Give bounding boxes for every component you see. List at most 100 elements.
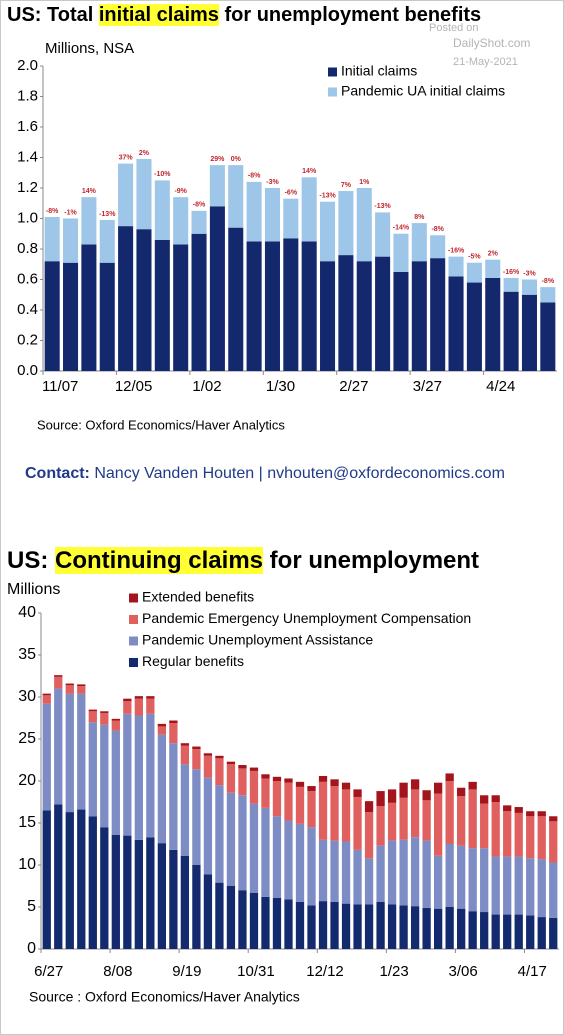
bar-segment <box>514 807 523 813</box>
bar-segment <box>387 789 397 803</box>
bar-segment <box>341 841 351 904</box>
change-label: 2% <box>139 150 150 157</box>
bar-segment <box>284 778 293 783</box>
bar-segment <box>356 261 372 371</box>
y-tick-label: 15 <box>18 814 36 831</box>
bar-segment <box>65 693 74 813</box>
bar-segment <box>42 810 51 949</box>
bar-segment <box>203 755 213 778</box>
bar-segment <box>209 206 225 371</box>
y-tick-label: 0 <box>27 940 36 957</box>
bar-segment <box>65 685 74 694</box>
bar-segment <box>376 845 385 902</box>
bar-segment <box>261 778 270 808</box>
bar-segment <box>54 676 63 689</box>
bar-segment <box>526 816 535 859</box>
bar-segment <box>393 233 409 272</box>
bar-segment <box>192 769 201 865</box>
bar-segment <box>491 802 500 857</box>
bar-segment <box>433 855 443 909</box>
bar-segment <box>526 915 535 949</box>
change-label: -8% <box>46 208 59 215</box>
change-label: -16% <box>448 247 465 254</box>
bar-segment <box>491 856 500 915</box>
bar-segment <box>364 858 374 905</box>
bar-segment <box>422 800 431 841</box>
bar-segment <box>387 904 397 949</box>
bar-segment <box>249 770 259 804</box>
bar-segment <box>81 197 97 245</box>
x-tick-label: 10/31 <box>237 963 275 980</box>
legend-swatch <box>328 67 337 77</box>
bar-segment <box>491 795 500 802</box>
bar-segment <box>226 792 236 886</box>
bar-segment <box>376 791 385 807</box>
bar-segment <box>238 765 247 769</box>
watermark: Posted on <box>429 22 479 34</box>
change-label: -16% <box>503 269 520 276</box>
legend-label: Extended benefits <box>142 589 254 605</box>
bar-segment <box>338 191 354 256</box>
bar-segment <box>466 282 482 371</box>
bar-segment <box>246 181 262 242</box>
change-label: 8% <box>414 214 425 221</box>
bar-segment <box>549 917 558 949</box>
bar-segment <box>375 212 391 257</box>
bar-segment <box>353 796 362 850</box>
bar-segment <box>338 255 354 371</box>
x-tick-label: 12/05 <box>115 378 153 395</box>
bar-segment <box>180 855 190 949</box>
change-label: -1% <box>64 209 77 216</box>
bar-segment <box>203 874 213 949</box>
bar-segment <box>503 856 512 915</box>
bar-segment <box>468 789 477 849</box>
bar-segment <box>136 229 152 371</box>
bar-segment <box>320 261 336 371</box>
bar-segment <box>246 241 262 371</box>
bar-segment <box>261 896 270 949</box>
bar-segment <box>264 241 280 371</box>
y-axis-label: Millions <box>7 581 60 598</box>
bar-segment <box>118 226 134 371</box>
bar-segment <box>410 779 420 790</box>
bar-segment <box>134 698 143 716</box>
bar-segment <box>42 693 51 696</box>
bar-segment <box>169 849 178 949</box>
bar-segment <box>123 701 132 714</box>
bar-segment <box>353 849 362 905</box>
bar-segment <box>411 223 427 262</box>
bar-segment <box>180 743 190 746</box>
bar-segment <box>180 764 190 856</box>
bar-segment <box>480 848 489 913</box>
bar-segment <box>445 781 454 844</box>
x-tick-label: 8/08 <box>103 963 132 980</box>
bar-segment <box>169 723 178 744</box>
bar-segment <box>537 816 546 860</box>
bar-segment <box>521 279 537 295</box>
y-tick-label: 0.8 <box>17 240 38 257</box>
bar-segment <box>215 755 224 759</box>
bar-segment <box>430 258 446 371</box>
y-tick-label: 1.0 <box>17 209 38 226</box>
y-tick-label: 35 <box>18 646 36 663</box>
bar-segment <box>387 802 397 841</box>
bar-segment <box>422 790 431 801</box>
bar-segment <box>192 746 201 750</box>
bar-segment <box>238 768 247 796</box>
change-label: -3% <box>523 270 536 277</box>
bar-segment <box>123 835 132 949</box>
change-label: 0% <box>231 156 242 163</box>
bar-segment <box>77 684 86 687</box>
bar-segment <box>537 859 546 918</box>
x-tick-label: 12/12 <box>306 963 344 980</box>
bar-segment <box>65 812 74 949</box>
bar-segment <box>353 904 362 949</box>
bar-segment <box>215 785 224 883</box>
x-tick-label: 1/02 <box>192 378 221 395</box>
change-label: -13% <box>374 203 391 210</box>
change-label: -13% <box>319 193 336 200</box>
x-tick-label: 1/30 <box>266 378 295 395</box>
bar-segment <box>111 720 120 731</box>
bar-segment <box>514 812 523 857</box>
